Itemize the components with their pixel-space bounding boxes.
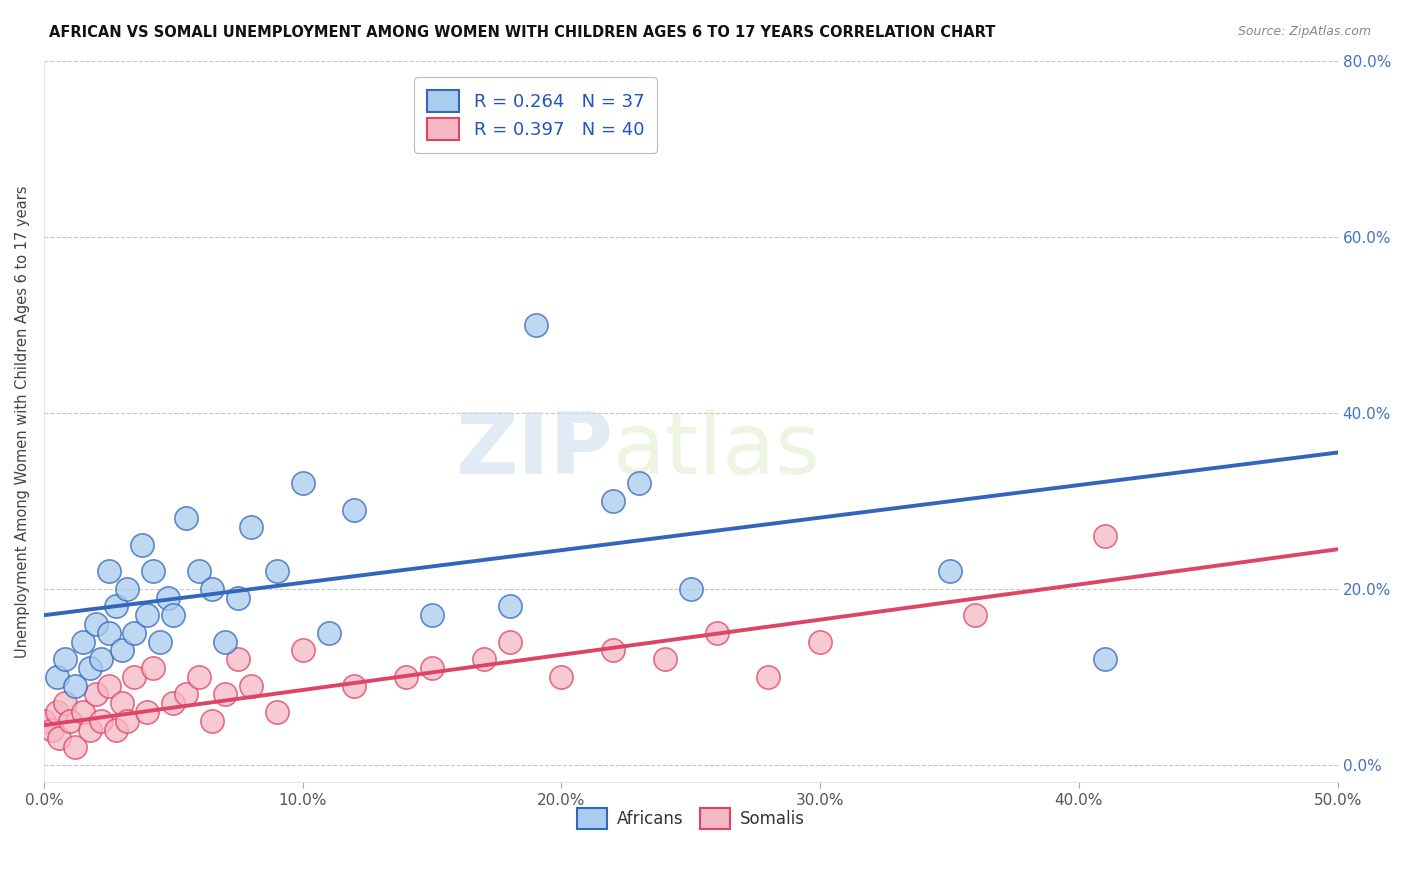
Point: [627, 476, 650, 491]
Point: [318, 625, 340, 640]
Point: [266, 564, 288, 578]
Point: [149, 634, 172, 648]
Point: [110, 643, 132, 657]
Point: [142, 564, 165, 578]
Point: [97, 625, 120, 640]
Point: [706, 625, 728, 640]
Point: [343, 502, 366, 516]
Point: [602, 643, 624, 657]
Point: [201, 714, 224, 728]
Point: [90, 714, 112, 728]
Point: [105, 599, 128, 614]
Point: [53, 652, 76, 666]
Point: [550, 670, 572, 684]
Point: [124, 625, 146, 640]
Point: [72, 634, 94, 648]
Point: [63, 679, 86, 693]
Legend: Africans, Somalis: Africans, Somalis: [569, 802, 811, 835]
Point: [136, 608, 159, 623]
Point: [679, 582, 702, 596]
Point: [239, 520, 262, 534]
Point: [174, 687, 197, 701]
Point: [201, 582, 224, 596]
Point: [420, 608, 443, 623]
Text: Source: ZipAtlas.com: Source: ZipAtlas.com: [1237, 25, 1371, 38]
Point: [48, 731, 70, 746]
Point: [226, 591, 249, 605]
Point: [602, 494, 624, 508]
Point: [45, 670, 67, 684]
Point: [214, 687, 236, 701]
Point: [808, 634, 831, 648]
Y-axis label: Unemployment Among Women with Children Ages 6 to 17 years: Unemployment Among Women with Children A…: [15, 186, 30, 658]
Point: [239, 679, 262, 693]
Point: [162, 608, 184, 623]
Point: [115, 582, 138, 596]
Point: [72, 705, 94, 719]
Point: [63, 740, 86, 755]
Point: [472, 652, 495, 666]
Point: [938, 564, 960, 578]
Point: [90, 652, 112, 666]
Point: [157, 591, 180, 605]
Point: [162, 696, 184, 710]
Point: [32, 714, 55, 728]
Point: [84, 617, 107, 632]
Point: [59, 714, 82, 728]
Point: [758, 670, 780, 684]
Point: [524, 318, 547, 332]
Point: [214, 634, 236, 648]
Point: [79, 661, 101, 675]
Point: [97, 679, 120, 693]
Point: [105, 723, 128, 737]
Point: [79, 723, 101, 737]
Point: [41, 723, 63, 737]
Point: [110, 696, 132, 710]
Text: ZIP: ZIP: [456, 409, 613, 492]
Point: [291, 643, 314, 657]
Point: [1094, 529, 1116, 543]
Point: [142, 661, 165, 675]
Text: atlas: atlas: [613, 409, 821, 492]
Point: [131, 538, 153, 552]
Point: [188, 564, 211, 578]
Text: AFRICAN VS SOMALI UNEMPLOYMENT AMONG WOMEN WITH CHILDREN AGES 6 TO 17 YEARS CORR: AFRICAN VS SOMALI UNEMPLOYMENT AMONG WOM…: [49, 25, 995, 40]
Point: [124, 670, 146, 684]
Point: [965, 608, 987, 623]
Point: [266, 705, 288, 719]
Point: [53, 696, 76, 710]
Point: [226, 652, 249, 666]
Point: [395, 670, 418, 684]
Point: [291, 476, 314, 491]
Point: [343, 679, 366, 693]
Point: [498, 634, 520, 648]
Point: [45, 705, 67, 719]
Point: [84, 687, 107, 701]
Point: [498, 599, 520, 614]
Point: [97, 564, 120, 578]
Point: [654, 652, 676, 666]
Point: [1094, 652, 1116, 666]
Point: [115, 714, 138, 728]
Point: [136, 705, 159, 719]
Point: [420, 661, 443, 675]
Point: [174, 511, 197, 525]
Point: [188, 670, 211, 684]
